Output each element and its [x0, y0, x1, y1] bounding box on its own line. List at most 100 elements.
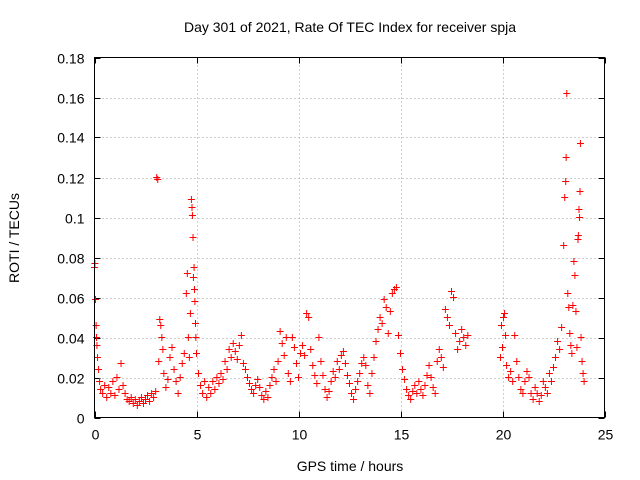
data-point [188, 212, 196, 219]
data-point [239, 360, 247, 367]
data-point [368, 370, 376, 377]
data-point [299, 342, 307, 349]
data-point [531, 384, 539, 391]
y-tick-label: 0 [77, 411, 85, 427]
data-point [562, 154, 570, 161]
data-point [276, 328, 284, 335]
data-point [105, 384, 113, 391]
data-point [92, 296, 100, 303]
data-point [184, 334, 192, 341]
data-point [519, 390, 527, 397]
y-tick-label: 0.18 [57, 51, 84, 67]
data-point [199, 390, 207, 397]
data-point [384, 330, 392, 337]
data-point [260, 396, 268, 403]
data-point [109, 378, 117, 385]
data-point [99, 390, 107, 397]
data-point [568, 350, 576, 357]
data-point [346, 380, 353, 387]
data-point [207, 390, 215, 397]
data-point [445, 322, 453, 329]
data-point [382, 304, 390, 311]
data-point [462, 342, 470, 349]
data-point [456, 338, 464, 345]
data-point [313, 380, 321, 387]
data-point [543, 390, 551, 397]
plot-frame [94, 57, 605, 418]
data-point [129, 400, 137, 407]
data-point [195, 370, 203, 377]
data-point [159, 346, 167, 353]
data-point [537, 392, 545, 399]
data-point [352, 386, 360, 393]
data-point [117, 360, 125, 367]
data-point [170, 366, 178, 373]
data-point [225, 346, 233, 353]
data-point [284, 370, 292, 377]
data-point [413, 390, 421, 397]
data-point [217, 370, 225, 377]
x-tick-label: 20 [496, 427, 512, 443]
data-point [421, 382, 429, 389]
data-point [407, 396, 415, 403]
data-point [578, 358, 586, 365]
data-point [325, 388, 333, 395]
data-point [278, 340, 286, 347]
data-point [244, 374, 251, 381]
data-point [144, 392, 152, 399]
data-point [121, 390, 129, 397]
data-point [388, 290, 396, 297]
data-point [119, 382, 127, 389]
data-point [233, 356, 241, 363]
data-point [254, 376, 262, 383]
data-point [569, 302, 577, 309]
data-point [356, 370, 364, 377]
data-point [311, 372, 319, 379]
data-point [576, 214, 584, 221]
data-point [237, 332, 245, 339]
data-point [575, 206, 583, 213]
data-point [433, 358, 441, 365]
data-point [331, 374, 339, 381]
data-point [439, 364, 447, 371]
data-point [521, 378, 529, 385]
data-point [215, 380, 223, 387]
data-point [103, 394, 111, 401]
data-point [343, 372, 351, 379]
data-point [502, 332, 510, 339]
data-point [552, 354, 560, 361]
data-point [155, 358, 163, 365]
data-point [213, 374, 221, 381]
data-point [111, 392, 119, 399]
data-point [127, 394, 135, 401]
data-point [350, 396, 358, 403]
data-point [185, 354, 193, 361]
data-point [266, 382, 274, 389]
data-point [570, 258, 578, 265]
data-point [205, 384, 213, 391]
data-point [201, 378, 209, 385]
data-point [565, 304, 573, 311]
data-point [360, 354, 368, 361]
data-point [509, 378, 517, 385]
data-point [539, 378, 547, 385]
data-point [511, 332, 519, 339]
x-tick-label: 0 [92, 427, 100, 443]
data-point [450, 294, 458, 301]
data-point [189, 234, 197, 241]
data-point [362, 362, 370, 369]
data-point [107, 390, 115, 397]
data-point [131, 396, 139, 403]
data-point [148, 390, 156, 397]
data-point [235, 342, 243, 349]
data-point [186, 310, 194, 317]
data-point [419, 392, 427, 399]
data-point [358, 360, 366, 367]
data-point [392, 284, 400, 291]
chart-title: Day 301 of 2021, Rate Of TEC Index for r… [184, 19, 516, 35]
data-point [152, 388, 160, 395]
data-point [397, 350, 404, 357]
data-point [503, 362, 511, 369]
data-point [500, 314, 508, 321]
data-point [191, 320, 199, 327]
